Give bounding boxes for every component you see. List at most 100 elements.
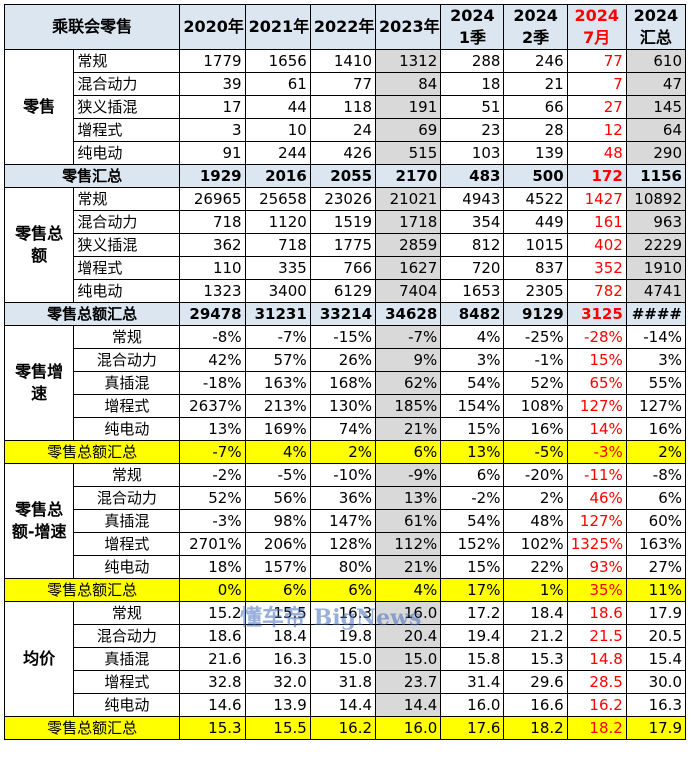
table-cell: 402 <box>566 233 627 257</box>
table-cell: 10892 <box>625 187 687 211</box>
table-cell: 185% <box>375 394 442 418</box>
table-cell: 103 <box>440 141 505 165</box>
summary-cell: 34628 <box>375 302 442 326</box>
row-label: 增程式 <box>73 256 181 280</box>
table-cell: 21% <box>375 555 442 579</box>
table-cell: 16.2 <box>566 693 627 717</box>
summary-label: 零售汇总 <box>3 164 181 188</box>
table-cell: 13% <box>375 486 442 510</box>
header-col-2022: 2022年 <box>309 4 377 50</box>
group-label: 零售增速 <box>3 325 75 441</box>
table-cell: 112% <box>375 532 442 556</box>
table-cell: 61 <box>244 72 311 96</box>
table-cell: 118 <box>309 95 377 119</box>
table-cell: 1519 <box>309 210 377 234</box>
summary-cell: 11% <box>625 578 687 602</box>
table-cell: -20% <box>503 463 568 487</box>
table-cell: 27 <box>566 95 627 119</box>
summary-cell: 2055 <box>309 164 377 188</box>
table-cell: 16% <box>503 417 568 441</box>
table-cell: 77 <box>566 49 627 73</box>
row-label: 混合动力 <box>73 72 181 96</box>
table-cell: 4% <box>440 325 505 349</box>
table-cell: 1325% <box>566 532 627 556</box>
table-cell: 110 <box>179 256 246 280</box>
row-label: 常规 <box>73 463 181 487</box>
table-row: 增程式 2701% 206% 128% 112% 152% 102% 1325% 163% <box>5 532 687 556</box>
table-cell: 15.3 <box>503 647 568 671</box>
table-cell: 246 <box>503 49 568 73</box>
table-cell: 1427 <box>566 187 627 211</box>
table-cell: 130% <box>309 394 377 418</box>
row-label: 纯电动 <box>73 141 181 165</box>
table-cell: 2701% <box>179 532 246 556</box>
table-cell: 147% <box>309 509 377 533</box>
table-cell: 14.4 <box>309 693 377 717</box>
table-cell: -1% <box>503 348 568 372</box>
summary-cell: 16.0 <box>375 716 442 740</box>
table-cell: 91 <box>179 141 246 165</box>
table-cell: 15.4 <box>625 647 687 671</box>
table-cell: -8% <box>179 325 246 349</box>
table-cell: 1120 <box>244 210 311 234</box>
summary-cell: 500 <box>503 164 568 188</box>
table-cell: 48 <box>566 141 627 165</box>
summary-row: 零售总额汇总 15.3 15.5 16.2 16.0 17.6 18.2 18.2 17.9 <box>3 716 687 740</box>
table-cell: 26965 <box>179 187 246 211</box>
summary-cell: 17.9 <box>625 716 687 740</box>
table-cell: 1718 <box>375 210 442 234</box>
table-cell: 20.4 <box>375 624 442 648</box>
row-label: 狭义插混 <box>73 233 181 257</box>
table-cell: 7404 <box>375 279 442 303</box>
table-cell: 718 <box>179 210 246 234</box>
table-cell: 7 <box>566 72 627 96</box>
table-cell: 28.5 <box>566 670 627 694</box>
table-cell: 2% <box>503 486 568 510</box>
table-cell: 354 <box>440 210 505 234</box>
row-label: 常规 <box>73 187 181 211</box>
table-cell: 1910 <box>625 256 687 280</box>
table-cell: 145 <box>625 95 687 119</box>
table-cell: 15% <box>440 417 505 441</box>
table-cell: 288 <box>440 49 505 73</box>
table-row: 狭义插混 362 718 1775 2859 812 1015 402 2229 <box>5 233 687 257</box>
table-cell: 14.6 <box>179 693 246 717</box>
summary-label: 零售总额汇总 <box>3 440 181 464</box>
table-row: 零售增速 常规 -8% -7% -15% -7% 4% -25% -28% -14% <box>3 325 687 441</box>
summary-row: 零售汇总 1929 2016 2055 2170 483 500 172 1156 <box>3 164 687 188</box>
table-cell: 15% <box>440 555 505 579</box>
table-cell: 610 <box>625 49 687 73</box>
table-cell: 161 <box>566 210 627 234</box>
table-cell: 18% <box>179 555 246 579</box>
table-cell: 515 <box>375 141 442 165</box>
table-cell: 16.3 <box>625 693 687 717</box>
row-label: 常规 <box>73 325 181 349</box>
table-body: 乘联会零售 2020年 2021年 2022年 2023年 2024 1季 20… <box>3 4 687 740</box>
table-cell: 16% <box>625 417 687 441</box>
summary-cell: 33214 <box>309 302 377 326</box>
table-cell: -8% <box>625 463 687 487</box>
table-cell: 352 <box>566 256 627 280</box>
header-col-2021: 2021年 <box>244 4 311 50</box>
table-cell: 52% <box>503 371 568 395</box>
row-label: 混合动力 <box>73 486 181 510</box>
table-cell: 21% <box>375 417 442 441</box>
table-cell: 16.3 <box>309 601 377 625</box>
group-label: 零售总额-增速 <box>3 463 75 579</box>
table-cell: 60% <box>625 509 687 533</box>
table-cell: 23 <box>440 118 505 142</box>
table-cell: 36% <box>309 486 377 510</box>
summary-cell: -3% <box>566 440 627 464</box>
table-cell: 21.6 <box>179 647 246 671</box>
table-cell: 290 <box>625 141 687 165</box>
row-label: 增程式 <box>73 118 181 142</box>
summary-cell: #### <box>625 302 687 326</box>
group-label: 均价 <box>3 601 75 717</box>
table-cell: -14% <box>625 325 687 349</box>
table-cell: 93% <box>566 555 627 579</box>
table-cell: 17.2 <box>440 601 505 625</box>
table-cell: 77 <box>309 72 377 96</box>
table-cell: 108% <box>503 394 568 418</box>
summary-cell: -7% <box>179 440 246 464</box>
summary-cell: 4% <box>375 578 442 602</box>
